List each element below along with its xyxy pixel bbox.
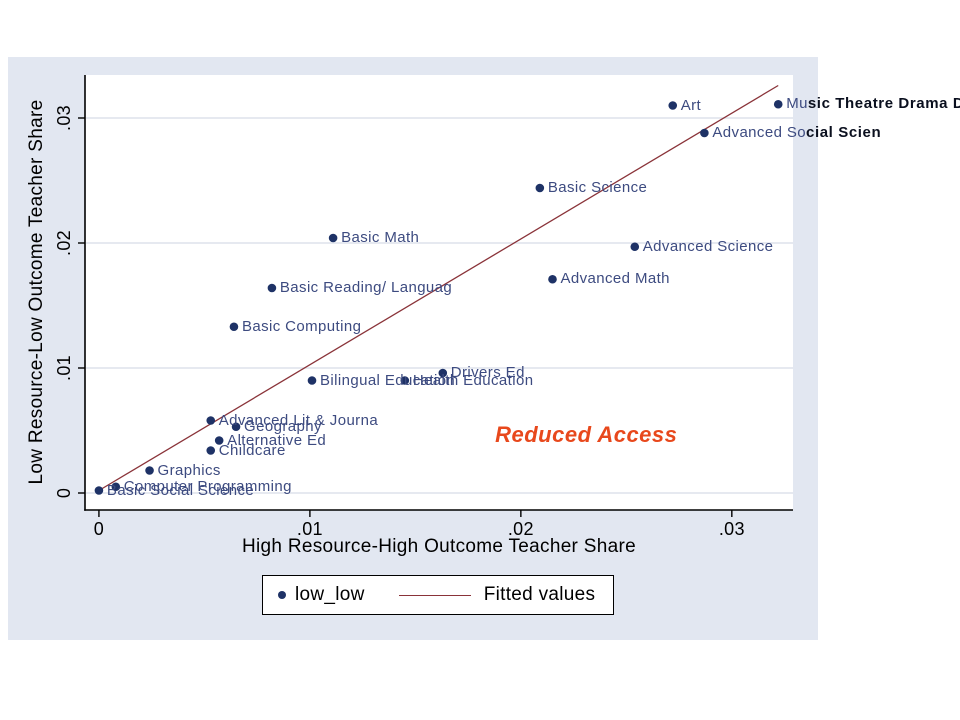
y-tick-label: 0 — [54, 487, 74, 499]
data-point-label: Health Education — [412, 371, 534, 389]
y-axis-title: Low Resource-Low Outcome Teacher Share — [26, 99, 47, 485]
y-tick-label: .01 — [54, 355, 74, 381]
data-point-label: Basic Computing — [241, 317, 362, 335]
data-point-label: Basic Science — [547, 179, 648, 196]
data-point-label: Alternative Ed — [227, 431, 327, 449]
legend-label-fitted-values: Fitted values — [483, 584, 596, 605]
data-point-label-text-bold: cial Scien — [806, 124, 882, 141]
data-point-label: Childcare — [218, 441, 286, 459]
data-point-label: Art — [680, 96, 702, 114]
data-point-label: Advanced Science — [642, 237, 774, 255]
legend-fitted-line-icon — [398, 594, 471, 596]
data-point-label: Music Theatre Drama D — [786, 95, 960, 113]
x-tick-label: .03 — [718, 519, 745, 539]
data-point-label: Bilingual Education — [319, 371, 456, 389]
legend-marker-dot-icon — [278, 591, 286, 599]
x-tick-label: .02 — [507, 519, 534, 539]
data-point-label-text: Mu — [786, 95, 808, 113]
data-point-label: Basic Reading/ Languag — [279, 279, 453, 296]
data-point-label: Basic Math — [341, 229, 420, 246]
data-point-label: Basic Social Science — [106, 481, 255, 499]
legend: low_low Fitted values — [262, 575, 614, 615]
annotation-reduced-access: Reduced Access — [495, 421, 678, 447]
data-point-label: Advanced Math — [560, 270, 670, 288]
data-point-label: Geography — [244, 417, 322, 435]
data-point-label: Graphics — [157, 461, 221, 479]
x-axis-title: High Resource-High Outcome Teacher Share — [242, 536, 636, 557]
data-point-label-text-bold: sic Theatre Drama D — [807, 95, 960, 113]
data-point-label: Computer Programming — [123, 477, 292, 495]
data-point-label-text: Advanced So — [712, 124, 807, 141]
y-tick-label: .03 — [54, 105, 74, 131]
x-tick-label: 0 — [93, 519, 105, 539]
legend-label-low-low: low_low — [295, 584, 365, 605]
data-point-label: Drivers Ed — [450, 364, 525, 381]
x-tick-label: .01 — [296, 519, 323, 539]
data-point-label: Advanced Social Scien — [712, 124, 881, 142]
y-tick-label: .02 — [54, 230, 74, 256]
data-point-label: Advanced Lit & Journa — [218, 411, 379, 429]
